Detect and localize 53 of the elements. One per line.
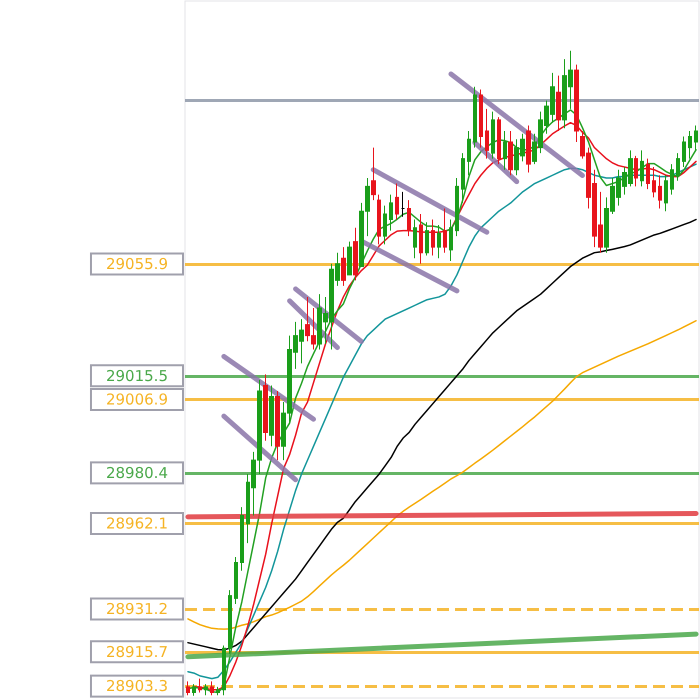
candlestick — [652, 166, 656, 198]
candlestick — [186, 680, 190, 696]
candlestick — [413, 219, 417, 259]
candlestick — [479, 89, 483, 148]
line-series — [187, 320, 697, 630]
y-tick-label: 28931.2 — [106, 600, 168, 618]
candlestick — [682, 136, 686, 168]
candlestick — [634, 155, 638, 187]
y-tick-label: 29015.5 — [106, 366, 168, 385]
candlestick — [664, 174, 668, 212]
candlestick — [371, 147, 376, 201]
candlestick — [670, 164, 674, 196]
candlestick — [401, 191, 405, 218]
line-series — [187, 218, 697, 651]
candlestick — [461, 152, 465, 204]
candlestick — [473, 86, 477, 148]
candlestick — [269, 384, 274, 447]
candlestick — [353, 227, 358, 281]
candlestick — [676, 152, 680, 182]
candlestick — [275, 390, 280, 461]
candlestick — [383, 205, 387, 245]
candlestick — [407, 200, 411, 237]
y-tick-label: 29055.9 — [106, 255, 168, 274]
candlestick — [395, 183, 399, 220]
candlestick — [443, 208, 447, 254]
candlestick — [419, 213, 423, 264]
candlestick — [431, 219, 435, 256]
candlestick — [240, 506, 244, 572]
y-tick-label: 28915.7 — [106, 642, 168, 661]
candlestick — [263, 374, 268, 442]
candlestick — [503, 130, 507, 170]
candlestick — [377, 194, 381, 245]
candlestick — [347, 241, 352, 276]
candlestick — [467, 130, 471, 176]
y-tick-label: 28903.3 — [106, 677, 168, 696]
candlestick — [646, 158, 650, 190]
candlestick — [658, 174, 662, 209]
candlestick — [485, 108, 489, 160]
candlestick — [455, 178, 459, 237]
candlestick — [425, 222, 429, 256]
y-tick-label: 28980.4 — [106, 464, 168, 482]
candlestick — [437, 224, 441, 259]
candlestick — [234, 556, 238, 604]
candlestick — [508, 130, 513, 176]
candlestick — [228, 590, 232, 654]
candlestick — [389, 194, 393, 232]
candlestick — [640, 150, 644, 187]
candlestick — [449, 219, 453, 262]
y-tick-label: 28962.1 — [106, 514, 168, 532]
candlestick — [526, 124, 531, 173]
candlestick — [688, 130, 692, 160]
y-tick-label: 29006.9 — [106, 390, 168, 409]
candlestick — [341, 246, 346, 286]
